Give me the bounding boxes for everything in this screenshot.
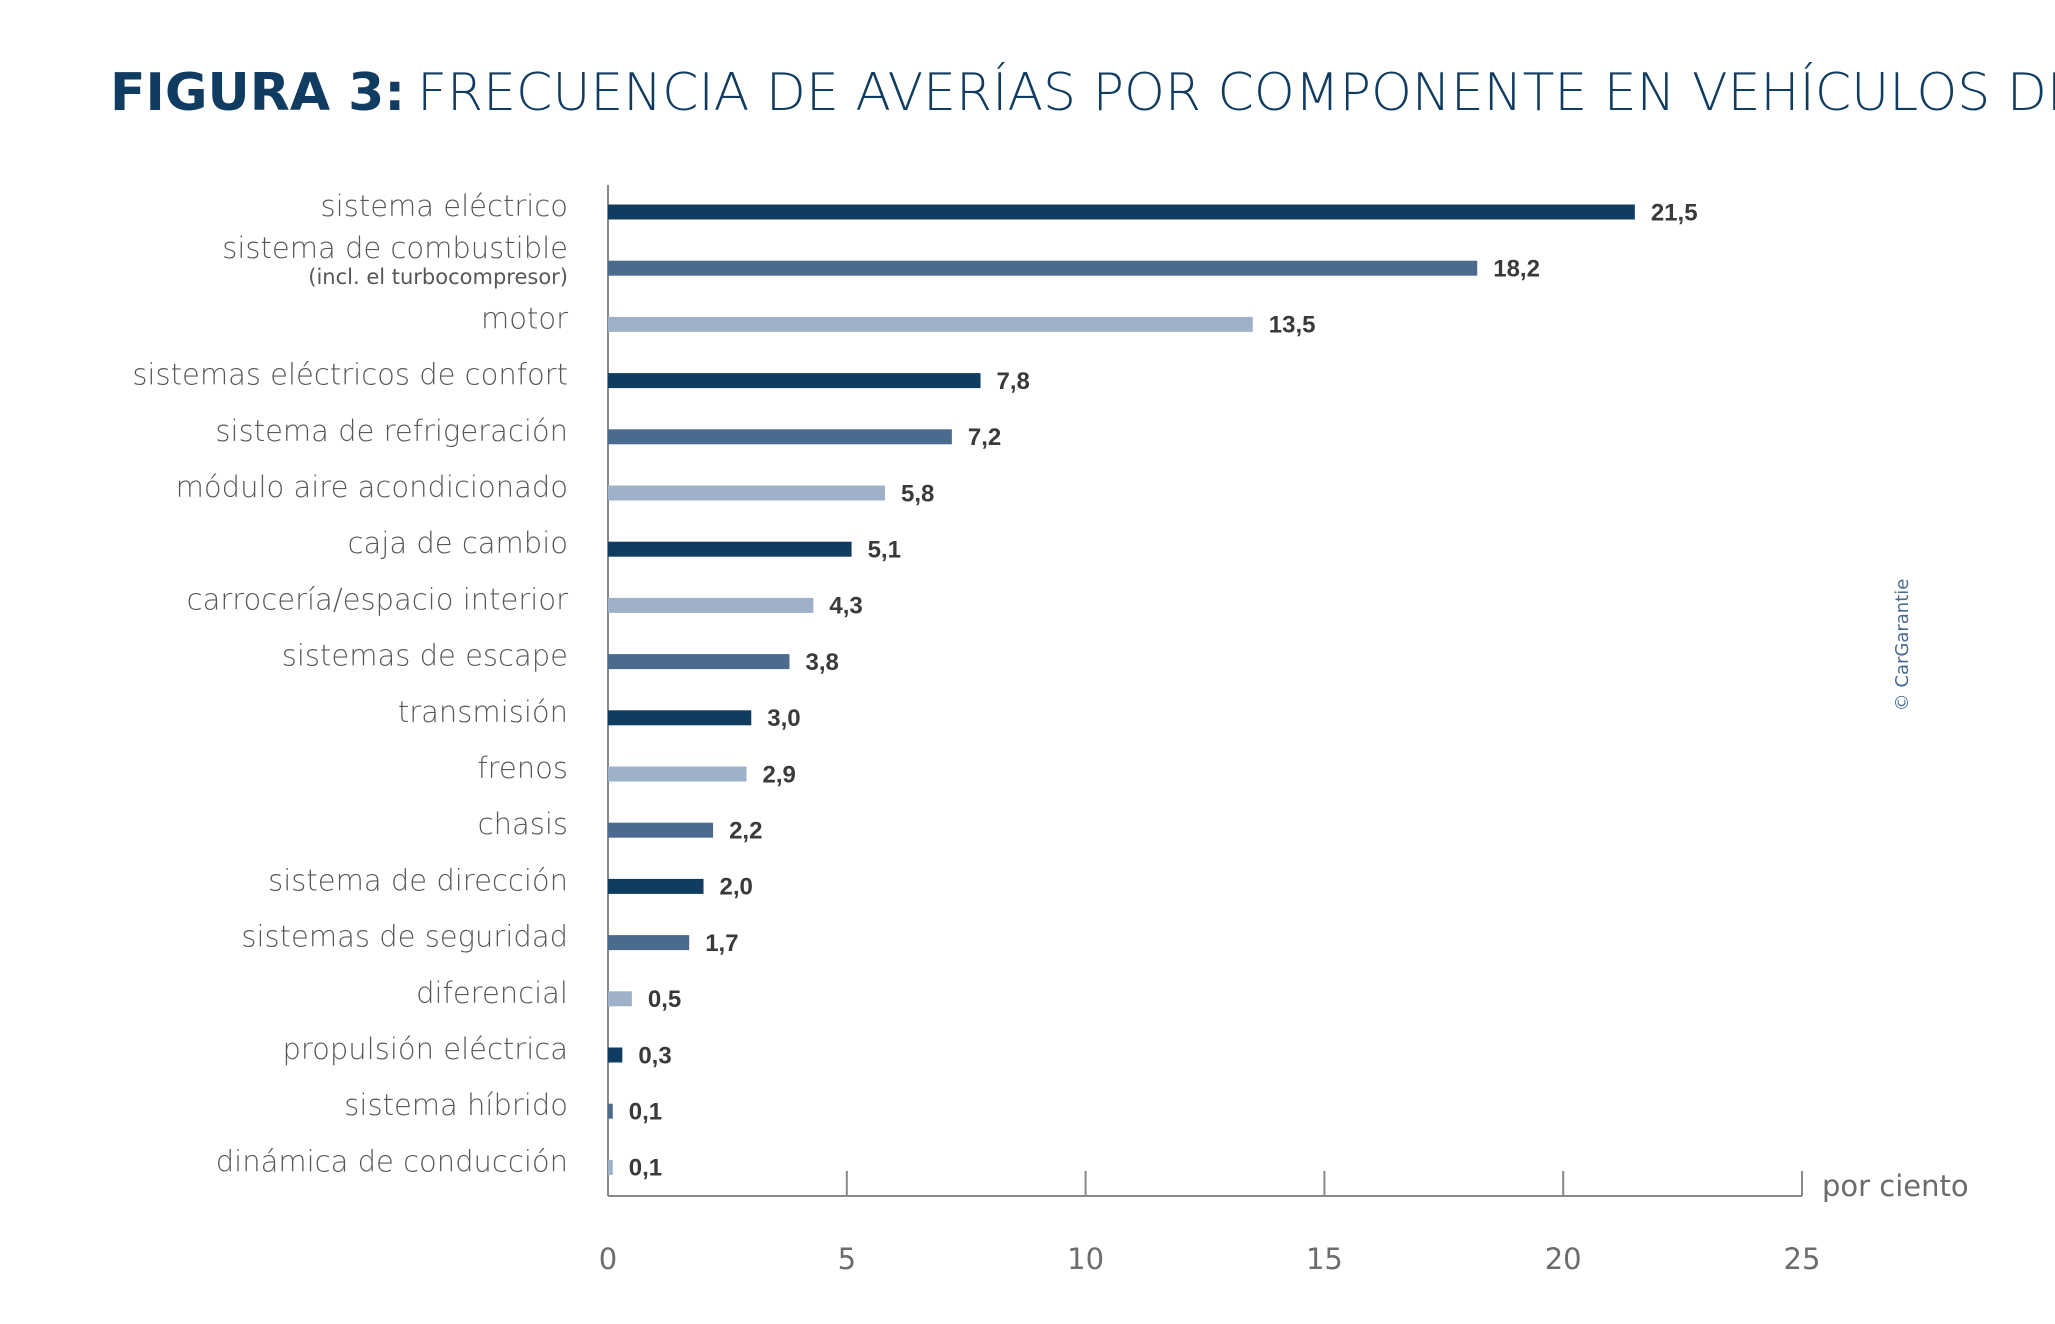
category-label: sistemas eléctricos de confort	[132, 358, 568, 392]
value-label: 2,9	[763, 761, 796, 788]
value-label: 13,5	[1269, 312, 1316, 339]
value-label: 5,8	[901, 480, 934, 507]
bar	[608, 1159, 613, 1175]
value-label: 7,8	[997, 368, 1030, 395]
bar	[608, 710, 752, 726]
value-label: 0,3	[638, 1042, 671, 1069]
x-tick-label: 0	[599, 1242, 617, 1276]
value-label: 0,1	[629, 1099, 662, 1126]
credit: © CarGarantie	[1892, 579, 1913, 712]
value-label: 3,0	[767, 705, 800, 732]
bar	[608, 485, 886, 501]
bar	[608, 541, 852, 557]
bar	[608, 878, 704, 894]
category-label: módulo aire acondicionado	[176, 470, 568, 504]
value-label: 1,7	[705, 930, 738, 957]
title-prefix: FIGURA 3:	[110, 63, 405, 123]
value-label: 2,0	[720, 874, 753, 901]
category-sublabel: (incl. el turbocompresor)	[308, 265, 568, 289]
bar	[608, 373, 981, 389]
category-label: sistemas de escape	[282, 639, 568, 673]
x-tick-label: 15	[1306, 1242, 1343, 1276]
bar	[608, 991, 632, 1007]
category-label: sistema híbrido	[344, 1088, 568, 1122]
bar	[608, 935, 690, 951]
category-label: sistemas de seguridad	[241, 920, 568, 954]
x-tick-label: 20	[1545, 1242, 1582, 1276]
bar	[608, 654, 790, 670]
value-label: 4,3	[829, 593, 862, 620]
bar	[608, 822, 714, 838]
value-label: 7,2	[968, 424, 1001, 451]
bar	[608, 1103, 613, 1119]
bar	[608, 316, 1253, 332]
chart-title: FIGURA 3: FRECUENCIA DE AVERÍAS POR COMPO…	[110, 61, 2055, 123]
bar	[608, 766, 747, 782]
bar	[608, 429, 952, 445]
value-label: 3,8	[805, 649, 838, 676]
value-label: 5,1	[868, 537, 901, 564]
value-label: 2,2	[729, 818, 762, 845]
category-label: frenos	[477, 751, 568, 785]
value-label: 0,1	[629, 1155, 662, 1182]
x-axis-label: por ciento	[1822, 1169, 1969, 1203]
category-label: dinámica de conducción	[216, 1144, 568, 1178]
value-label: 21,5	[1651, 199, 1698, 226]
category-label: chasis	[478, 807, 568, 841]
x-tick-label: 25	[1784, 1242, 1821, 1276]
category-label: diferencial	[416, 976, 568, 1010]
bar	[608, 1047, 623, 1063]
category-label: motor	[481, 301, 568, 335]
bar	[608, 597, 814, 613]
category-label: propulsión eléctrica	[282, 1032, 568, 1066]
value-label: 0,5	[648, 986, 681, 1013]
category-label: caja de cambio	[348, 526, 568, 560]
bar	[608, 204, 1635, 220]
category-label: sistema de combustible	[222, 231, 568, 265]
title-text: FRECUENCIA DE AVERÍAS POR COMPONENTE EN …	[417, 61, 2055, 123]
category-label: sistema de dirección	[268, 863, 568, 897]
category-label: carrocería/espacio interior	[187, 582, 568, 616]
value-label: 18,2	[1493, 256, 1540, 283]
bar	[608, 260, 1478, 276]
category-label: sistema eléctrico	[321, 189, 568, 223]
category-label: transmisión	[398, 695, 568, 729]
x-tick-label: 10	[1067, 1242, 1104, 1276]
x-tick-label: 5	[838, 1242, 856, 1276]
category-label: sistema de refrigeración	[215, 414, 568, 448]
